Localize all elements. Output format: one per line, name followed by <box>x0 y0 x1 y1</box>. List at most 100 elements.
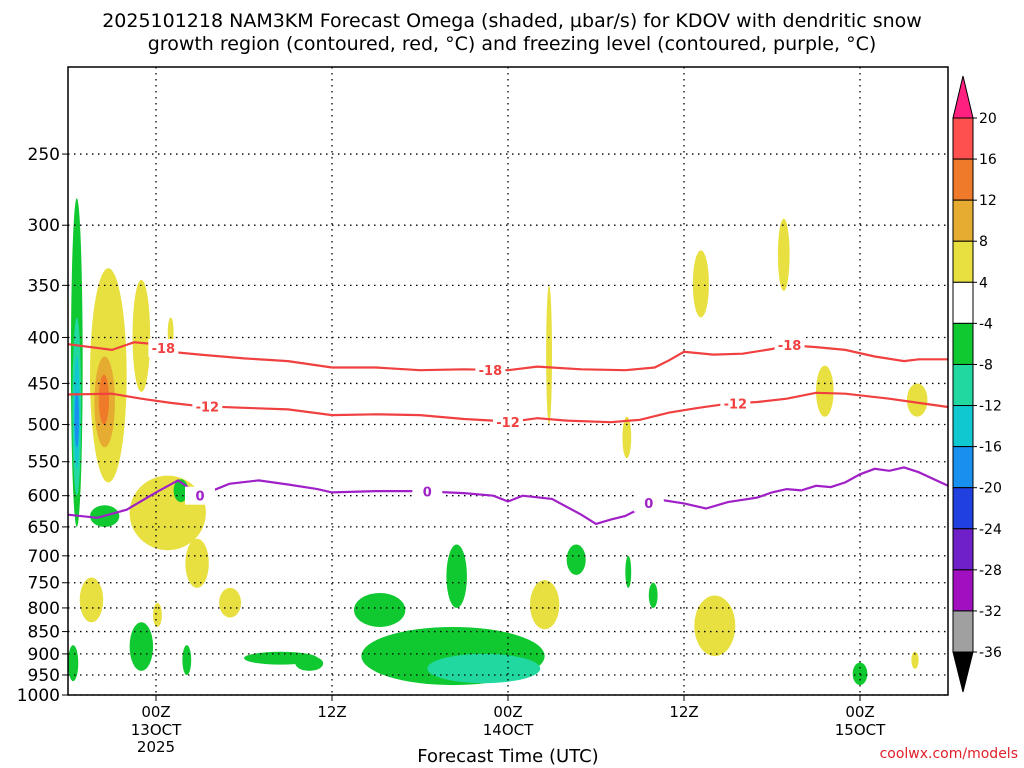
colorbar-box-6 <box>952 363 974 407</box>
x-tick-sublabel-0-0: 13OCT <box>131 721 182 739</box>
contour-label-1-2: -12 <box>724 397 748 412</box>
contour-label-1-1: -12 <box>496 416 520 431</box>
y-tick-label-450: 450 <box>28 374 60 394</box>
contour-label-0-2: -18 <box>778 339 802 354</box>
colorbar-label-0: 20 <box>979 111 997 127</box>
contour-label-bg-0-1 <box>475 360 506 379</box>
y-tick-label-1000: 1000 <box>17 686 60 706</box>
colorbar-box-0 <box>952 117 974 160</box>
x-tick-sublabel-2-0: 14OCT <box>483 721 534 739</box>
omega-region-32 <box>694 595 736 657</box>
contour-label-2-2: 0 <box>644 497 653 512</box>
colorbar-label-7: -12 <box>979 399 1002 415</box>
omega-region-35 <box>906 383 928 417</box>
y-tick-label-550: 550 <box>28 453 60 473</box>
contour-label-bg-2-0 <box>185 486 215 505</box>
y-tick-label-250: 250 <box>28 145 60 165</box>
y-tick-label-400: 400 <box>28 328 60 348</box>
contour-line-2 <box>67 466 949 526</box>
colorbar-label-1: 16 <box>979 152 997 168</box>
omega-region-6 <box>98 374 110 425</box>
colorbar-box-7 <box>952 405 974 448</box>
colorbar-label-12: -32 <box>979 604 1002 620</box>
contour-label-bg-0-2 <box>774 336 805 355</box>
x-axis-title: Forecast Time (UTC) <box>417 746 599 767</box>
colorbar-bottom-arrow <box>952 651 974 693</box>
contour-label-0-1: -18 <box>479 364 503 379</box>
colorbar-box-8 <box>952 446 974 489</box>
colorbar-box-5 <box>952 322 974 365</box>
x-tick-label-1: 12Z <box>317 703 346 721</box>
x-tick-label-3: 12Z <box>669 703 698 721</box>
colorbar-label-5: -4 <box>979 316 993 332</box>
colorbar-box-1 <box>952 158 974 201</box>
x-tick-sublabel-0-1: 2025 <box>137 738 175 756</box>
colorbar-box-3 <box>952 240 974 283</box>
y-tick-label-900: 900 <box>28 645 60 665</box>
omega-region-36 <box>911 651 919 669</box>
x-tick-label-4: 00Z <box>845 703 874 721</box>
colorbar-label-8: -16 <box>979 440 1002 456</box>
contour-label-0-0: -18 <box>152 342 176 357</box>
contour-label-bg-1-1 <box>493 413 523 432</box>
omega-region-11 <box>79 577 104 623</box>
y-tick-label-950: 950 <box>28 666 60 686</box>
colorbar-box-10 <box>952 528 974 571</box>
omega-region-13 <box>153 603 162 627</box>
colorbar-box-2 <box>952 199 974 242</box>
y-tick-label-300: 300 <box>28 216 60 236</box>
contour-label-bg-0-0 <box>148 339 179 358</box>
contour-label-bg-1-2 <box>720 394 751 413</box>
omega-region-3 <box>74 391 80 448</box>
contour-label-2-1: 0 <box>423 485 432 500</box>
y-tick-label-750: 750 <box>28 574 60 594</box>
omega-region-17 <box>129 622 154 671</box>
colorbar-label-4: 4 <box>979 275 988 291</box>
omega-region-34 <box>816 365 834 417</box>
omega-region-23 <box>446 544 467 608</box>
omega-region-20 <box>295 656 324 671</box>
y-tick-label-850: 850 <box>28 623 60 643</box>
colorbar-label-10: -24 <box>979 522 1002 538</box>
colorbar-box-4 <box>952 281 974 324</box>
plot-frame <box>67 66 949 696</box>
x-tick-sublabel-4-0: 15OCT <box>835 721 886 739</box>
x-tick-label-0: 00Z <box>141 703 170 721</box>
colorbar-label-9: -20 <box>979 481 1002 497</box>
omega-region-33 <box>777 218 790 291</box>
contour-label-bg-2-2 <box>633 493 664 512</box>
omega-region-25 <box>566 544 586 575</box>
contour-line-0 <box>67 341 948 372</box>
omega-region-21 <box>354 593 406 627</box>
y-tick-label-350: 350 <box>28 276 60 296</box>
colorbar-label-11: -28 <box>979 563 1002 579</box>
omega-region-7 <box>132 279 151 392</box>
chart-title-line2: growth region (contoured, red, °C) and f… <box>147 33 877 55</box>
colorbar-top-arrow <box>952 75 974 119</box>
omega-region-18 <box>182 645 192 675</box>
y-tick-label-800: 800 <box>28 599 60 619</box>
omega-region-26 <box>625 555 632 588</box>
credit-text: coolwx.com/models <box>879 746 1018 762</box>
colorbar-label-3: 8 <box>979 234 988 250</box>
x-tick-label-2: 00Z <box>493 703 522 721</box>
colorbar-box-12 <box>952 610 974 653</box>
colorbar-label-13: -36 <box>979 645 1002 661</box>
y-tick-label-700: 700 <box>28 547 60 567</box>
colorbar-box-9 <box>952 487 974 530</box>
omega-region-29 <box>546 285 552 425</box>
omega-region-10 <box>185 538 209 588</box>
y-tick-label-500: 500 <box>28 416 60 436</box>
omega-region-31 <box>692 250 709 318</box>
contour-label-bg-2-1 <box>412 482 443 501</box>
chart-title-line1: 2025101218 NAM3KM Forecast Omega (shaded… <box>102 10 922 32</box>
omega-region-16 <box>68 645 79 682</box>
omega-region-24 <box>427 653 541 684</box>
contour-label-2-0: 0 <box>195 490 204 505</box>
omega-region-12 <box>219 587 242 618</box>
y-tick-label-650: 650 <box>28 518 60 538</box>
contour-label-1-0: -12 <box>196 400 220 415</box>
colorbar-label-6: -8 <box>979 357 993 373</box>
colorbar-label-2: 12 <box>979 193 997 209</box>
